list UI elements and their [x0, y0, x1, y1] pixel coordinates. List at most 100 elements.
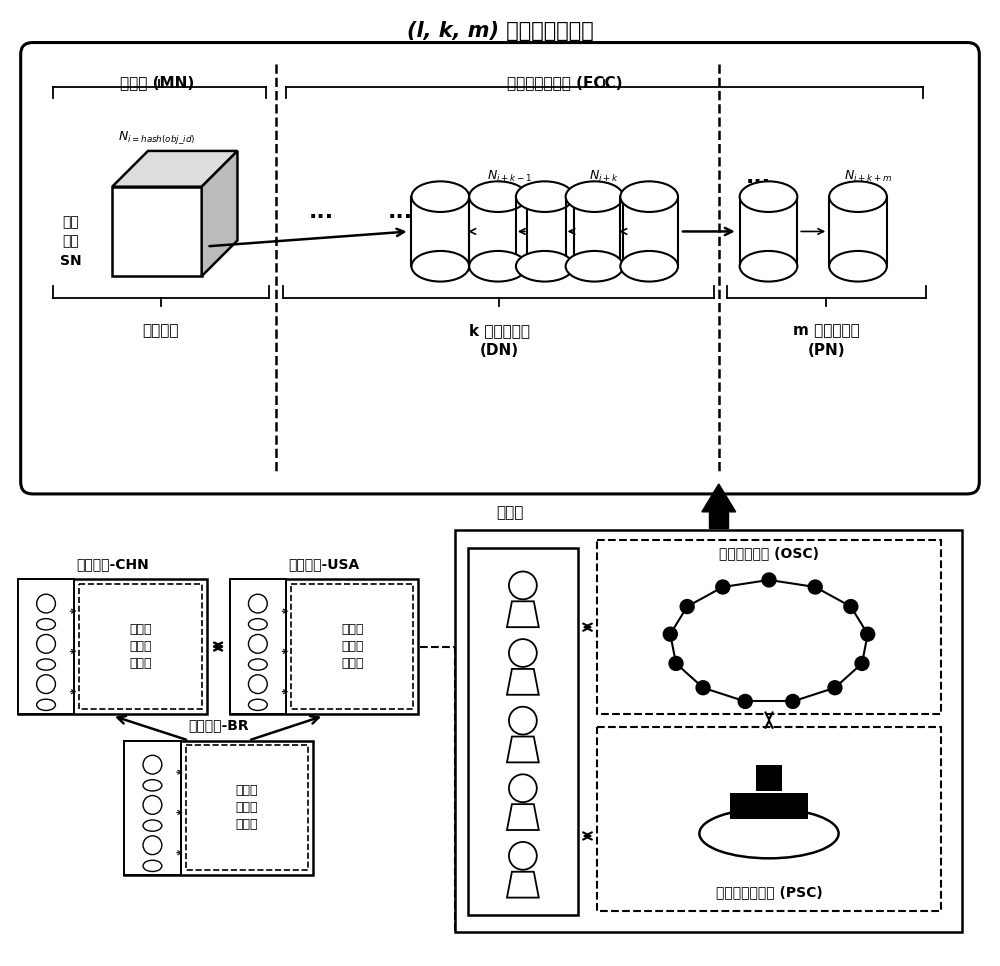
- Bar: [566, 197, 623, 267]
- Ellipse shape: [829, 251, 887, 281]
- Ellipse shape: [143, 861, 162, 871]
- Text: $N_{i+k-1}$: $N_{i+k-1}$: [487, 169, 532, 185]
- Polygon shape: [112, 186, 202, 276]
- Polygon shape: [507, 871, 539, 897]
- Polygon shape: [709, 512, 728, 527]
- Circle shape: [762, 573, 776, 587]
- Circle shape: [143, 836, 162, 855]
- Circle shape: [509, 707, 537, 734]
- Circle shape: [248, 674, 267, 694]
- Bar: [79, 584, 202, 709]
- Bar: [740, 197, 797, 267]
- Ellipse shape: [143, 820, 162, 832]
- Ellipse shape: [37, 659, 55, 670]
- Circle shape: [844, 600, 858, 613]
- Ellipse shape: [566, 182, 623, 212]
- Text: 可擦除编码子链 (ECC): 可擦除编码子链 (ECC): [507, 74, 622, 90]
- Ellipse shape: [37, 699, 55, 710]
- Circle shape: [786, 695, 800, 708]
- Polygon shape: [702, 484, 736, 512]
- Bar: [455, 529, 962, 932]
- Bar: [469, 197, 527, 267]
- Bar: [782, 793, 808, 818]
- Bar: [829, 197, 887, 267]
- Bar: [230, 580, 418, 714]
- Circle shape: [663, 627, 677, 641]
- Text: $N_{i=hash(obj\_id)}$: $N_{i=hash(obj\_id)}$: [118, 128, 196, 146]
- Polygon shape: [507, 736, 539, 762]
- Bar: [124, 741, 313, 875]
- Ellipse shape: [620, 182, 678, 212]
- Circle shape: [509, 639, 537, 667]
- FancyBboxPatch shape: [21, 43, 979, 494]
- Text: 数据中心-USA: 数据中心-USA: [288, 557, 360, 572]
- Bar: [756, 793, 782, 818]
- Polygon shape: [507, 601, 539, 627]
- Text: k 个数据节点
(DN): k 个数据节点 (DN): [469, 323, 530, 357]
- Bar: [186, 746, 308, 869]
- Ellipse shape: [37, 618, 55, 630]
- Polygon shape: [112, 151, 237, 186]
- Ellipse shape: [829, 182, 887, 212]
- Text: 数据中心-CHN: 数据中心-CHN: [76, 557, 149, 572]
- Circle shape: [509, 842, 537, 869]
- Circle shape: [828, 681, 842, 695]
- Bar: [18, 580, 207, 714]
- Polygon shape: [507, 668, 539, 695]
- Ellipse shape: [740, 182, 797, 212]
- Circle shape: [855, 657, 869, 670]
- Circle shape: [143, 796, 162, 814]
- Text: $N_{i+k}$: $N_{i+k}$: [589, 169, 619, 185]
- Ellipse shape: [699, 809, 839, 859]
- Text: 分布式
对象存
储系统: 分布式 对象存 储系统: [236, 784, 258, 831]
- Circle shape: [509, 775, 537, 802]
- Text: $N_{i+k+m}$: $N_{i+k+m}$: [844, 169, 892, 185]
- Bar: [620, 197, 678, 267]
- Bar: [756, 765, 782, 791]
- Ellipse shape: [411, 182, 469, 212]
- Text: 分布式
对象存
储系统: 分布式 对象存 储系统: [129, 623, 152, 670]
- Bar: [516, 197, 574, 267]
- Text: ...: ...: [746, 167, 771, 186]
- Ellipse shape: [516, 251, 574, 281]
- Bar: [468, 548, 578, 916]
- Circle shape: [37, 674, 55, 694]
- Text: 分布式
对象存
储系统: 分布式 对象存 储系统: [341, 623, 364, 670]
- Text: 对象存储集群 (OSC): 对象存储集群 (OSC): [719, 547, 819, 560]
- Text: 主节点 (MN): 主节点 (MN): [120, 74, 194, 90]
- Circle shape: [808, 580, 822, 594]
- Circle shape: [248, 635, 267, 653]
- Ellipse shape: [248, 699, 267, 710]
- Ellipse shape: [248, 618, 267, 630]
- Ellipse shape: [620, 251, 678, 281]
- Polygon shape: [202, 151, 237, 276]
- Text: ...: ...: [388, 202, 413, 221]
- Bar: [411, 197, 469, 267]
- Ellipse shape: [248, 659, 267, 670]
- Bar: [18, 580, 74, 714]
- Polygon shape: [507, 804, 539, 830]
- Ellipse shape: [411, 251, 469, 281]
- Bar: [730, 793, 756, 818]
- Text: 代理服务器集群 (PSC): 代理服务器集群 (PSC): [716, 886, 822, 899]
- Circle shape: [696, 681, 710, 695]
- Circle shape: [143, 755, 162, 774]
- Circle shape: [37, 635, 55, 653]
- Circle shape: [680, 600, 694, 613]
- Bar: [597, 540, 941, 714]
- Circle shape: [669, 657, 683, 670]
- Ellipse shape: [143, 780, 162, 791]
- Circle shape: [509, 572, 537, 599]
- Circle shape: [248, 594, 267, 613]
- Circle shape: [861, 627, 875, 641]
- Text: 完整备份: 完整备份: [143, 323, 179, 338]
- Text: m 个检验节点
(PN): m 个检验节点 (PN): [793, 323, 860, 357]
- Text: 存储
节点
SN: 存储 节点 SN: [60, 214, 81, 268]
- Text: 客户端: 客户端: [496, 505, 524, 520]
- Bar: [597, 726, 941, 911]
- Bar: [124, 741, 181, 875]
- Bar: [230, 580, 286, 714]
- Bar: [291, 584, 413, 709]
- Ellipse shape: [469, 182, 527, 212]
- Ellipse shape: [469, 251, 527, 281]
